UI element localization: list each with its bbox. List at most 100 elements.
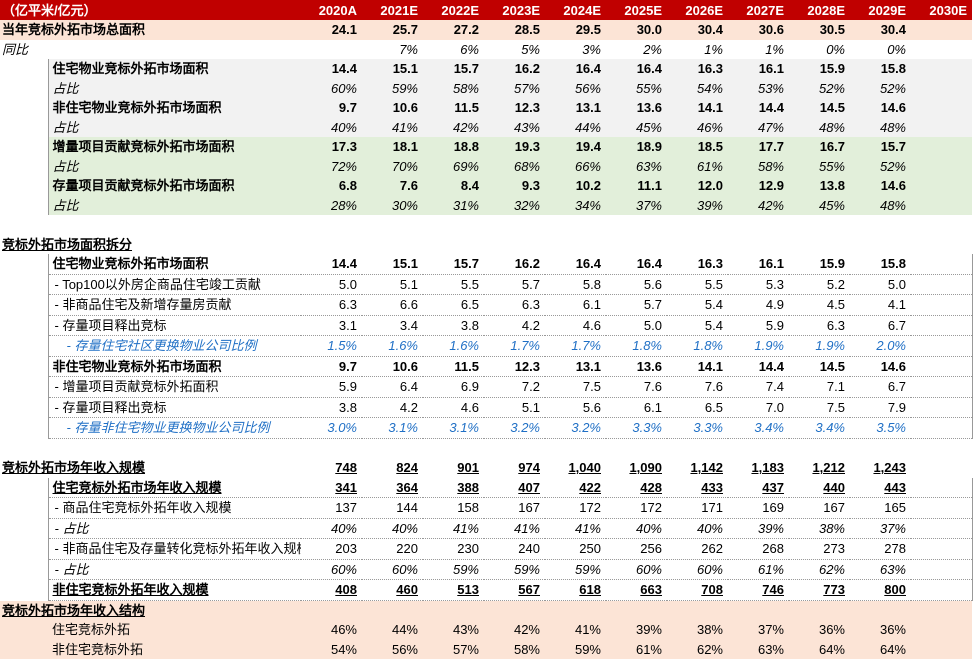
value-cell-text: 16.4 [576, 61, 601, 76]
indent [0, 315, 48, 336]
value-cell-text: 19.4 [576, 139, 601, 154]
value-cell: 1.6% [423, 336, 484, 357]
value-cell-text: 61% [697, 159, 723, 174]
value-cell-text: 6.3 [339, 297, 357, 312]
value-cell-text: 30.4 [698, 22, 723, 37]
row-label: 竞标外拓市场面积拆分 [0, 235, 301, 255]
value-cell: 663 [606, 580, 667, 601]
value-cell-text: 40% [331, 120, 357, 135]
row-label-text: 非住宅物业竞标外拓市场面积 [53, 100, 222, 115]
value-cell-text: 24.1 [332, 22, 357, 37]
value-cell: 1.8% [667, 336, 728, 357]
value-cell: 5.0 [850, 274, 911, 295]
value-cell-text: 1.7% [510, 338, 540, 353]
value-cell: 1.7% [484, 336, 545, 357]
value-cell: 5.5 [423, 274, 484, 295]
row-label: 非住宅物业竞标外拓市场面积 [48, 356, 301, 377]
value-cell: 171 [667, 498, 728, 519]
value-cell [911, 397, 972, 418]
value-cell: 30.0 [606, 20, 667, 40]
row-label-text: 住宅竞标外拓市场年收入规模 [53, 480, 222, 495]
row-label-text: 住宅物业竞标外拓市场面积 [53, 61, 209, 76]
value-cell: 172 [545, 498, 606, 519]
value-cell: 60% [301, 79, 362, 99]
value-cell-text: 9.7 [339, 359, 357, 374]
value-cell: 5.3 [728, 274, 789, 295]
value-cell: 4.2 [484, 315, 545, 336]
value-cell-text: 7.1 [827, 379, 845, 394]
indent [0, 539, 48, 560]
value-cell-text: 12.3 [515, 100, 540, 115]
value-cell-text: 167 [823, 500, 845, 515]
value-cell-text: 36% [819, 622, 845, 637]
value-cell-text: 408 [335, 582, 357, 597]
value-cell-text: 15.9 [820, 256, 845, 271]
value-cell: 25.7 [362, 20, 423, 40]
row-label: 占比 [48, 79, 301, 99]
row-label: - 存量项目释出竞标 [48, 397, 301, 418]
value-cell-text: 54% [331, 642, 357, 657]
value-cell: 40% [362, 518, 423, 539]
value-cell-text: 16.1 [759, 256, 784, 271]
value-cell: 4.5 [789, 295, 850, 316]
value-cell-text: 5.8 [583, 277, 601, 292]
value-cell: 2.0% [850, 336, 911, 357]
value-cell: 64% [850, 640, 911, 659]
empty-cell [606, 235, 667, 255]
empty-cell [545, 600, 606, 620]
value-cell-text: 14.6 [881, 178, 906, 193]
value-cell-text: 10.6 [393, 359, 418, 374]
value-cell: 41% [545, 620, 606, 640]
value-cell: 15.8 [850, 59, 911, 79]
year-header-text: 2026E [685, 3, 723, 18]
spacer [0, 215, 972, 235]
value-cell-text: 41% [575, 521, 601, 536]
value-cell-text: 3.2% [571, 420, 601, 435]
indent [0, 397, 48, 418]
value-cell: 240 [484, 539, 545, 560]
value-cell: 408 [301, 580, 362, 601]
indent [0, 196, 48, 216]
value-cell: 220 [362, 539, 423, 560]
value-cell-text: 16.3 [698, 61, 723, 76]
value-cell-text: 45% [819, 198, 845, 213]
value-cell: 5.0 [606, 315, 667, 336]
row-label-text: - 占比 [55, 521, 89, 536]
value-cell: 3.1 [301, 315, 362, 336]
value-cell: 43% [423, 620, 484, 640]
value-cell-text: 14.4 [759, 100, 784, 115]
value-cell-text: 422 [579, 480, 601, 495]
value-cell-text: 15.7 [454, 256, 479, 271]
value-cell-text: 57% [514, 81, 540, 96]
value-cell: 708 [667, 580, 728, 601]
value-cell: 1,040 [545, 458, 606, 478]
value-cell: 5.6 [545, 397, 606, 418]
value-cell: 41% [484, 518, 545, 539]
value-cell [911, 418, 972, 439]
value-cell-text: 59% [392, 81, 418, 96]
value-cell: 61% [606, 640, 667, 659]
value-cell: 32% [484, 196, 545, 216]
value-cell: 5.0 [301, 274, 362, 295]
value-cell: 1.9% [728, 336, 789, 357]
year-header-text: 2028E [807, 3, 845, 18]
value-cell: 40% [606, 518, 667, 539]
value-cell-text: 14.4 [759, 359, 784, 374]
value-cell: 14.5 [789, 356, 850, 377]
row-label: 当年竞标外拓市场总面积 [0, 20, 301, 40]
empty-cell [911, 235, 972, 255]
value-cell-text: 5.3 [766, 277, 784, 292]
value-cell-text: 16.4 [576, 256, 601, 271]
value-cell-text: 7.4 [766, 379, 784, 394]
value-cell-text: 407 [518, 480, 540, 495]
value-cell-text: 158 [457, 500, 479, 515]
value-cell: 58% [728, 157, 789, 177]
value-cell: 10.6 [362, 356, 423, 377]
value-cell: 60% [606, 559, 667, 580]
empty-cell [545, 235, 606, 255]
value-cell [911, 79, 972, 99]
value-cell-text: 45% [636, 120, 662, 135]
value-cell-text: 6.8 [339, 178, 357, 193]
